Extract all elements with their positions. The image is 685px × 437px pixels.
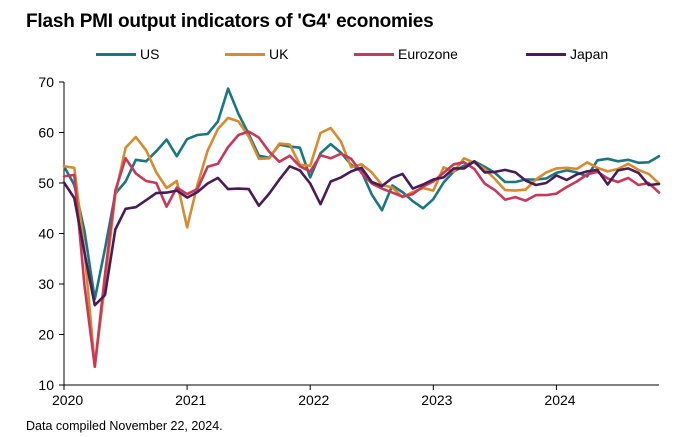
legend-swatch-japan (526, 52, 566, 56)
x-tick-label: 2022 (298, 392, 329, 408)
legend-item-us: US (96, 46, 159, 62)
legend-swatch-us (96, 52, 136, 56)
y-tick-label: 30 (38, 276, 54, 292)
legend-item-eurozone: Eurozone (354, 46, 458, 62)
x-tick-label: 2023 (421, 392, 452, 408)
chart-tick-labels: 10 20 30 40 50 60 70 2020 2021 2022 2023 2024 (38, 74, 575, 408)
legend-label-japan: Japan (570, 46, 609, 62)
legend-swatch-eurozone (354, 52, 394, 56)
y-tick-label: 40 (38, 226, 54, 242)
chart-legend: US UK Eurozone Japan (0, 46, 685, 70)
legend-item-japan: Japan (526, 46, 608, 62)
series-line-japan (62, 160, 661, 307)
legend-swatch-uk (225, 52, 265, 56)
series-line-uk (62, 116, 661, 368)
x-tick-label: 2021 (175, 392, 206, 408)
chart-lines (62, 87, 661, 369)
y-tick-label: 10 (38, 377, 54, 393)
x-tick-label: 2024 (544, 392, 575, 408)
x-tick-label: 2020 (52, 392, 83, 408)
legend-label-uk: UK (269, 46, 289, 62)
chart-axes (59, 81, 659, 390)
y-tick-label: 20 (38, 327, 54, 343)
y-tick-label: 70 (38, 74, 54, 90)
series-line-eurozone (62, 130, 661, 369)
legend-item-uk: UK (225, 46, 288, 62)
y-tick-label: 60 (38, 125, 54, 141)
footnote: Data compiled November 22, 2024. (26, 419, 223, 433)
legend-label-us: US (140, 46, 160, 62)
legend-label-eurozone: Eurozone (398, 46, 458, 62)
chart-title: Flash PMI output indicators of 'G4' econ… (26, 11, 434, 32)
y-tick-label: 50 (38, 175, 54, 191)
